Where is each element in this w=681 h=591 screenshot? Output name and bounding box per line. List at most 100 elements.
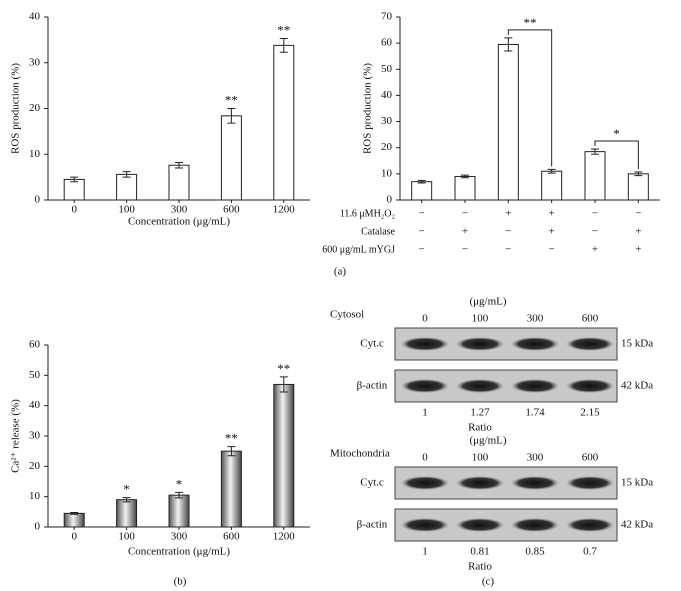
unit-label: (μg/mL) [469,296,506,308]
bracket-label: ** [524,15,537,30]
dose-label: 300 [527,452,544,464]
condition-sign: − [419,244,425,256]
condition-sign: − [505,244,511,256]
band [566,518,614,532]
error-bar [70,176,79,183]
error-bar [547,168,556,174]
y-tick-label: 20 [29,460,41,472]
ratio-label: Ratio [468,422,492,434]
x-tick-label: 100 [118,531,135,543]
bar [168,494,190,528]
dose-label: 600 [582,313,599,325]
condition-label: 600 μg/mL mYGJ [322,244,395,255]
bar [116,173,138,201]
significance: ** [225,431,238,446]
error-bar [279,38,288,53]
band [456,476,504,490]
condition-sign: − [592,226,598,238]
band [456,337,504,351]
x-tick-label: 0 [71,204,77,216]
ratio: 2.15 [580,407,600,419]
condition-sign: − [505,226,511,238]
band [401,518,449,532]
y-tick-label: 40 [381,89,393,101]
condition-sign: − [549,244,555,256]
bar [273,44,295,201]
condition-sign: − [592,208,598,220]
y-tick-label: 60 [29,339,41,351]
condition-sign: − [635,208,641,220]
bar [220,115,242,201]
bar [63,178,85,201]
y-tick-label: 0 [35,194,41,206]
bar [541,170,563,201]
significance: ** [277,361,290,376]
panel-label: (b) [174,576,187,588]
error-bar [175,161,183,169]
band [566,337,614,351]
condition-sign: − [462,244,468,256]
condition-sign: + [592,244,598,256]
condition-sign: − [419,226,425,238]
band [401,476,449,490]
ratio: 0.81 [470,546,489,558]
condition-sign: − [419,208,425,220]
y-tick-label: 0 [387,194,393,206]
ratio: 1 [422,407,428,419]
size-label: 42 kDa [621,380,653,392]
condition-sign: − [462,208,468,220]
bar [116,499,138,528]
size-label: 15 kDa [621,477,653,489]
band [511,337,559,351]
dose-label: 100 [472,313,489,325]
x-tick-label: 300 [171,204,188,216]
fraction-label: Mitochondria [330,448,390,460]
y-tick-label: 20 [29,102,41,114]
row-label: β-actin [357,519,388,531]
axis [399,17,660,201]
dose-label: 300 [527,313,544,325]
y-tick-label: 40 [29,11,41,23]
error-bar [70,511,79,515]
y-tick-label: 40 [29,399,41,411]
bar [454,175,476,201]
x-tick-label: 600 [223,204,240,216]
x-axis-label: Concentration (μg/mL) [128,546,230,558]
band [511,476,559,490]
y-tick-label: 30 [29,56,41,68]
ratio-label: Ratio [468,561,492,573]
condition-sign: + [505,208,511,220]
row-label: Cyt.c [360,338,384,350]
size-label: 15 kDa [621,338,653,350]
band [401,337,449,351]
x-tick-label: 1200 [273,204,296,216]
bar [168,164,190,201]
ratio: 0.7 [583,546,597,558]
condition-label: 11.6 μMH₂O₂ [340,208,395,219]
row-label: Cyt.c [360,477,384,489]
error-bar [227,446,236,457]
condition-sign: + [635,226,641,238]
error-bar [175,491,183,499]
bar [273,383,295,528]
significance: ** [277,22,290,37]
bar [627,173,649,201]
condition-sign: + [462,226,468,238]
ratio: 0.85 [525,546,545,558]
y-tick-label: 0 [35,521,41,533]
ratio: 1 [422,546,428,558]
band [456,379,504,393]
bracket [594,140,639,170]
condition-sign: + [549,208,555,220]
x-axis-label: Concentration (μg/mL) [128,216,230,228]
condition-sign: + [549,226,555,238]
band [401,379,449,393]
error-bar [417,179,426,184]
panel-label: (c) [482,576,495,588]
bracket [507,29,553,167]
size-label: 42 kDa [621,519,653,531]
band [511,379,559,393]
dose-label: 0 [422,452,428,464]
band [511,518,559,532]
